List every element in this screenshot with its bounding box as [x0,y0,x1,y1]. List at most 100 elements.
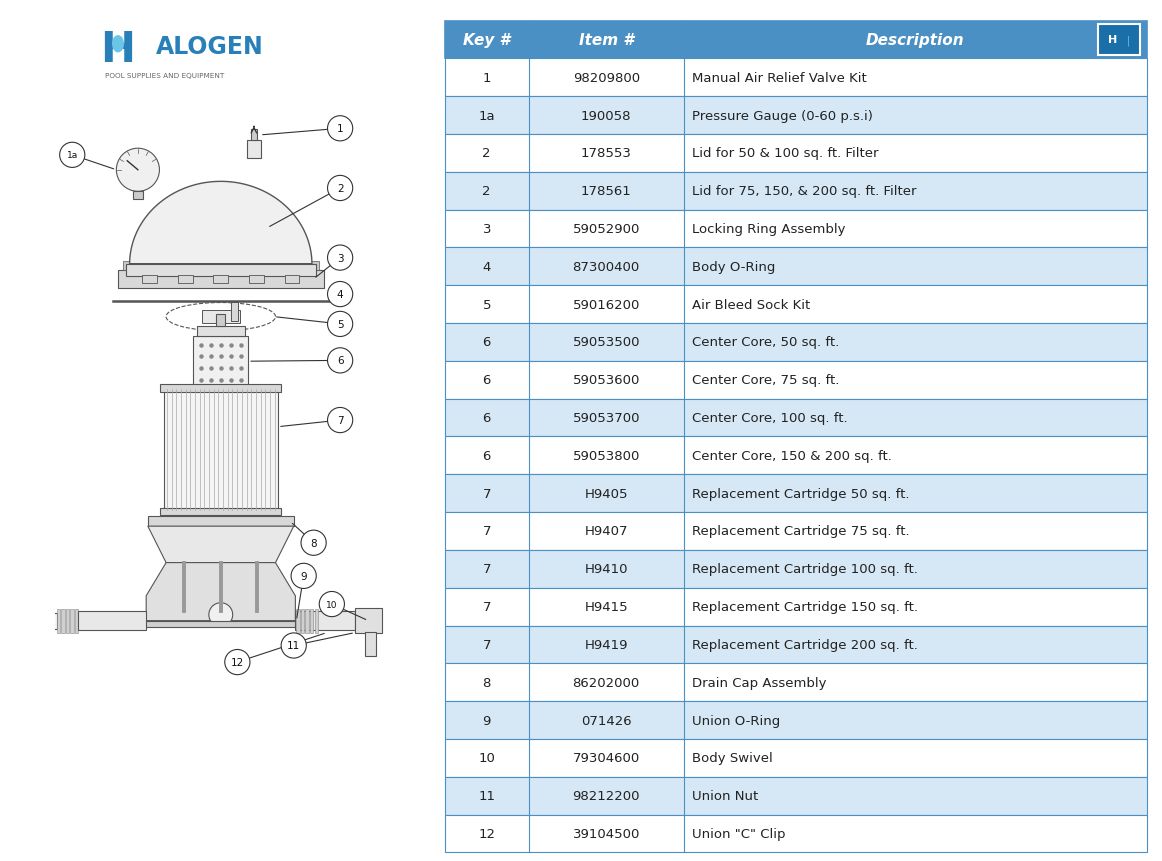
FancyBboxPatch shape [142,621,300,628]
Text: |: | [1126,35,1129,46]
Text: 1a: 1a [479,109,495,122]
Polygon shape [148,527,294,563]
Text: Replacement Cartridge 75 sq. ft.: Replacement Cartridge 75 sq. ft. [693,525,910,538]
FancyBboxPatch shape [62,609,65,633]
FancyBboxPatch shape [445,324,1147,362]
FancyBboxPatch shape [164,387,278,511]
Text: Drain Cap Assembly: Drain Cap Assembly [693,676,827,689]
FancyBboxPatch shape [445,474,1147,512]
Text: 98209800: 98209800 [573,71,640,84]
Text: 6: 6 [482,449,490,462]
Text: 10: 10 [327,600,338,609]
FancyBboxPatch shape [196,327,245,336]
FancyBboxPatch shape [445,626,1147,664]
Text: 6: 6 [337,356,344,366]
FancyBboxPatch shape [145,261,158,270]
Text: ALOGEN: ALOGEN [156,35,264,59]
Text: Center Core, 100 sq. ft.: Center Core, 100 sq. ft. [693,412,848,424]
FancyBboxPatch shape [365,632,375,656]
Text: 12: 12 [479,827,495,840]
Circle shape [328,116,353,142]
Text: Pressure Gauge (0-60 p.s.i): Pressure Gauge (0-60 p.s.i) [693,109,873,122]
FancyBboxPatch shape [285,276,300,284]
Text: 12: 12 [231,657,244,667]
Text: 11: 11 [287,641,300,651]
Text: 2: 2 [337,183,344,194]
Text: 1a: 1a [66,152,78,160]
FancyBboxPatch shape [57,609,60,633]
Text: 10: 10 [479,752,495,765]
Text: Manual Air Relief Valve Kit: Manual Air Relief Valve Kit [693,71,867,84]
Text: 5: 5 [482,298,492,312]
Polygon shape [130,183,311,265]
Circle shape [328,312,353,338]
Text: Locking Ring Assembly: Locking Ring Assembly [693,223,846,236]
FancyBboxPatch shape [301,609,304,633]
FancyBboxPatch shape [160,384,281,393]
FancyBboxPatch shape [445,437,1147,474]
Text: Air Bleed Sock Kit: Air Bleed Sock Kit [693,298,811,312]
FancyBboxPatch shape [261,261,273,270]
Text: Lid for 50 & 100 sq. ft. Filter: Lid for 50 & 100 sq. ft. Filter [693,147,878,160]
Text: H9419: H9419 [584,638,627,651]
Text: 86202000: 86202000 [573,676,640,689]
Text: Center Core, 75 sq. ft.: Center Core, 75 sq. ft. [693,374,840,387]
Text: Key #: Key # [464,33,510,48]
FancyBboxPatch shape [307,261,318,270]
Text: 7: 7 [482,562,492,576]
Text: 9: 9 [300,571,307,581]
Text: 4: 4 [482,261,490,274]
Text: 2: 2 [482,147,492,160]
FancyBboxPatch shape [123,261,135,270]
FancyBboxPatch shape [231,302,238,321]
Text: 7: 7 [482,600,492,613]
Text: H9407: H9407 [584,525,627,538]
FancyBboxPatch shape [445,777,1147,815]
FancyBboxPatch shape [356,609,382,633]
FancyBboxPatch shape [215,261,227,270]
FancyBboxPatch shape [445,59,1147,97]
Text: 190058: 190058 [581,109,631,122]
Text: H9405: H9405 [584,487,627,500]
Text: 59053800: 59053800 [573,449,640,462]
FancyBboxPatch shape [445,248,1147,286]
FancyBboxPatch shape [246,140,261,159]
Polygon shape [146,563,295,621]
Text: H9415: H9415 [584,600,627,613]
Text: 178561: 178561 [581,185,632,198]
Text: H9410: H9410 [584,562,627,576]
FancyBboxPatch shape [310,609,314,633]
Circle shape [328,408,353,433]
Circle shape [301,530,327,555]
Text: Description: Description [866,33,964,48]
Ellipse shape [113,37,123,53]
Text: 98212200: 98212200 [573,790,640,802]
FancyBboxPatch shape [1098,25,1140,56]
Text: Replacement Cartridge 200 sq. ft.: Replacement Cartridge 200 sq. ft. [693,638,918,651]
Text: 2: 2 [482,185,492,198]
FancyBboxPatch shape [306,609,309,633]
FancyBboxPatch shape [160,508,281,515]
Text: 11: 11 [479,790,495,802]
FancyBboxPatch shape [445,815,1147,852]
Circle shape [328,282,353,307]
FancyBboxPatch shape [78,611,146,630]
FancyBboxPatch shape [295,611,356,630]
FancyBboxPatch shape [119,270,323,288]
Text: 8: 8 [310,538,317,548]
Text: 6: 6 [482,374,490,387]
Text: 59016200: 59016200 [573,298,640,312]
FancyBboxPatch shape [125,265,316,276]
FancyBboxPatch shape [445,172,1147,210]
Text: 59053600: 59053600 [573,374,640,387]
FancyBboxPatch shape [193,336,249,387]
Text: 7: 7 [482,525,492,538]
Text: 8: 8 [482,676,490,689]
Text: H: H [100,28,136,71]
Text: 59052900: 59052900 [573,223,640,236]
Text: Replacement Cartridge 50 sq. ft.: Replacement Cartridge 50 sq. ft. [693,487,910,500]
FancyBboxPatch shape [284,261,296,270]
FancyBboxPatch shape [142,276,157,284]
FancyBboxPatch shape [251,130,257,140]
Circle shape [328,349,353,374]
